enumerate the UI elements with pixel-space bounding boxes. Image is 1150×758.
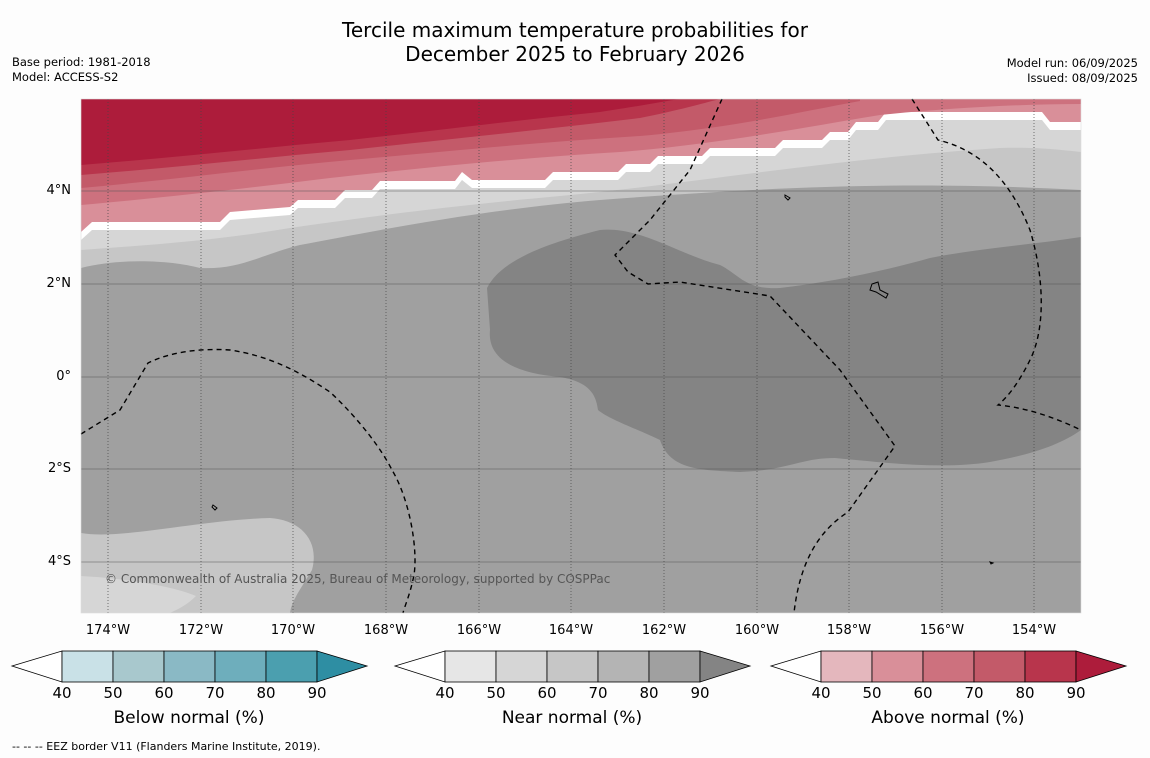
colorbar-above-40-50 (820, 650, 873, 683)
lon-label-172w: 172°W (178, 623, 224, 638)
colorbar-above-60-70 (922, 650, 975, 683)
colorbar-below-60-70 (163, 650, 216, 683)
colorbar-below-label: Below normal (%) (113, 708, 265, 728)
title-line-2: December 2025 to February 2026 (405, 42, 745, 66)
colorbar-above-label: Above normal (%) (871, 708, 1025, 728)
colorbar-near-normal (393, 650, 752, 683)
colorbar-near-70-80 (597, 650, 650, 683)
colorbar-below-80-90 (265, 650, 318, 683)
cb-above-tick-60: 60 (913, 684, 933, 702)
cb-near-tick-80: 80 (639, 684, 659, 702)
map-frame (80, 98, 1082, 614)
colorbar-near-arrow-left (393, 650, 446, 683)
lon-label-156w: 156°W (919, 623, 965, 638)
colorbar-above-normal (769, 650, 1128, 683)
cb-near-tick-50: 50 (486, 684, 506, 702)
colorbar-above-70-80 (973, 650, 1026, 683)
lon-label-174w: 174°W (85, 623, 131, 638)
island-4 (989, 561, 995, 565)
map-area (80, 98, 1082, 614)
cb-above-tick-70: 70 (964, 684, 984, 702)
colorbar-near-arrow-right (699, 650, 752, 683)
lat-label-2s: 2°S (47, 461, 71, 476)
lat-label-4n: 4°N (46, 183, 72, 198)
lon-label-162w: 162°W (641, 623, 687, 638)
cb-below-tick-40: 40 (52, 684, 72, 702)
colorbar-below-50-60 (112, 650, 165, 683)
lon-label-154w: 154°W (1011, 623, 1057, 638)
island-3 (211, 504, 218, 511)
eez-border-east (911, 98, 1082, 431)
graticule (81, 190, 1081, 563)
colorbar-near-label: Near normal (%) (501, 708, 643, 728)
model-name: Model: ACCESS-S2 (12, 70, 119, 84)
cb-near-tick-40: 40 (435, 684, 455, 702)
eez-footnote: -- -- -- EEZ border V11 (Flanders Marine… (12, 740, 321, 753)
island-1 (784, 194, 791, 201)
cb-below-tick-50: 50 (103, 684, 123, 702)
colorbar-near-40-50 (444, 650, 497, 683)
lon-label-166w: 166°W (456, 623, 502, 638)
lat-label-2n: 2°N (46, 276, 72, 291)
colorbar-near-60-70 (546, 650, 599, 683)
lon-label-170w: 170°W (270, 623, 316, 638)
meta-right: Model run: 06/09/2025 Issued: 08/09/2025 (1007, 56, 1138, 86)
colorbar-above-50-60 (871, 650, 924, 683)
lon-label-164w: 164°W (548, 623, 594, 638)
colorbar-below-arrow-right (316, 650, 369, 683)
colorbar-above-80-90 (1024, 650, 1077, 683)
island-kiritimati (869, 281, 889, 299)
model-run: Model run: 06/09/2025 (1006, 56, 1138, 70)
copyright-notice: © Commonwealth of Australia 2025, Bureau… (105, 572, 611, 586)
colorbar-below-arrow-left (10, 650, 63, 683)
colorbar-above-arrow-left (769, 650, 822, 683)
cb-near-tick-60: 60 (537, 684, 557, 702)
lon-label-168w: 168°W (363, 623, 409, 638)
lon-label-160w: 160°W (734, 623, 780, 638)
cb-near-tick-70: 70 (588, 684, 608, 702)
cb-below-tick-60: 60 (154, 684, 174, 702)
eez-border-west (80, 348, 416, 614)
colorbar-near-80-90 (648, 650, 701, 683)
near-normal-90-region (487, 229, 1081, 472)
cb-above-tick-40: 40 (811, 684, 831, 702)
colorbar-above-arrow-right (1075, 650, 1128, 683)
colorbar-near-50-60 (495, 650, 548, 683)
cb-near-tick-90: 90 (690, 684, 710, 702)
near-normal-60-region-south (81, 576, 196, 613)
lon-label-158w: 158°W (826, 623, 872, 638)
colorbar-below-70-80 (214, 650, 267, 683)
colorbar-below-normal (10, 650, 369, 683)
map-title: Tercile maximum temperature probabilitie… (0, 18, 1150, 66)
eez-borders (80, 98, 1082, 614)
meta-left: Base period: 1981-2018 Model: ACCESS-S2 (12, 55, 151, 85)
islands (211, 194, 995, 565)
cb-above-tick-50: 50 (862, 684, 882, 702)
lat-label-0: 0° (56, 369, 71, 384)
lat-label-4s: 4°S (47, 554, 71, 569)
cb-below-tick-80: 80 (256, 684, 276, 702)
issued-date: Issued: 08/09/2025 (1027, 71, 1138, 85)
cb-above-tick-90: 90 (1066, 684, 1086, 702)
title-line-1: Tercile maximum temperature probabilitie… (342, 18, 808, 42)
cb-below-tick-70: 70 (205, 684, 225, 702)
above-normal-90-band (81, 99, 680, 165)
cb-below-tick-90: 90 (307, 684, 327, 702)
colorbar-below-40-50 (61, 650, 114, 683)
base-period: Base period: 1981-2018 (12, 55, 151, 69)
cb-above-tick-80: 80 (1015, 684, 1035, 702)
